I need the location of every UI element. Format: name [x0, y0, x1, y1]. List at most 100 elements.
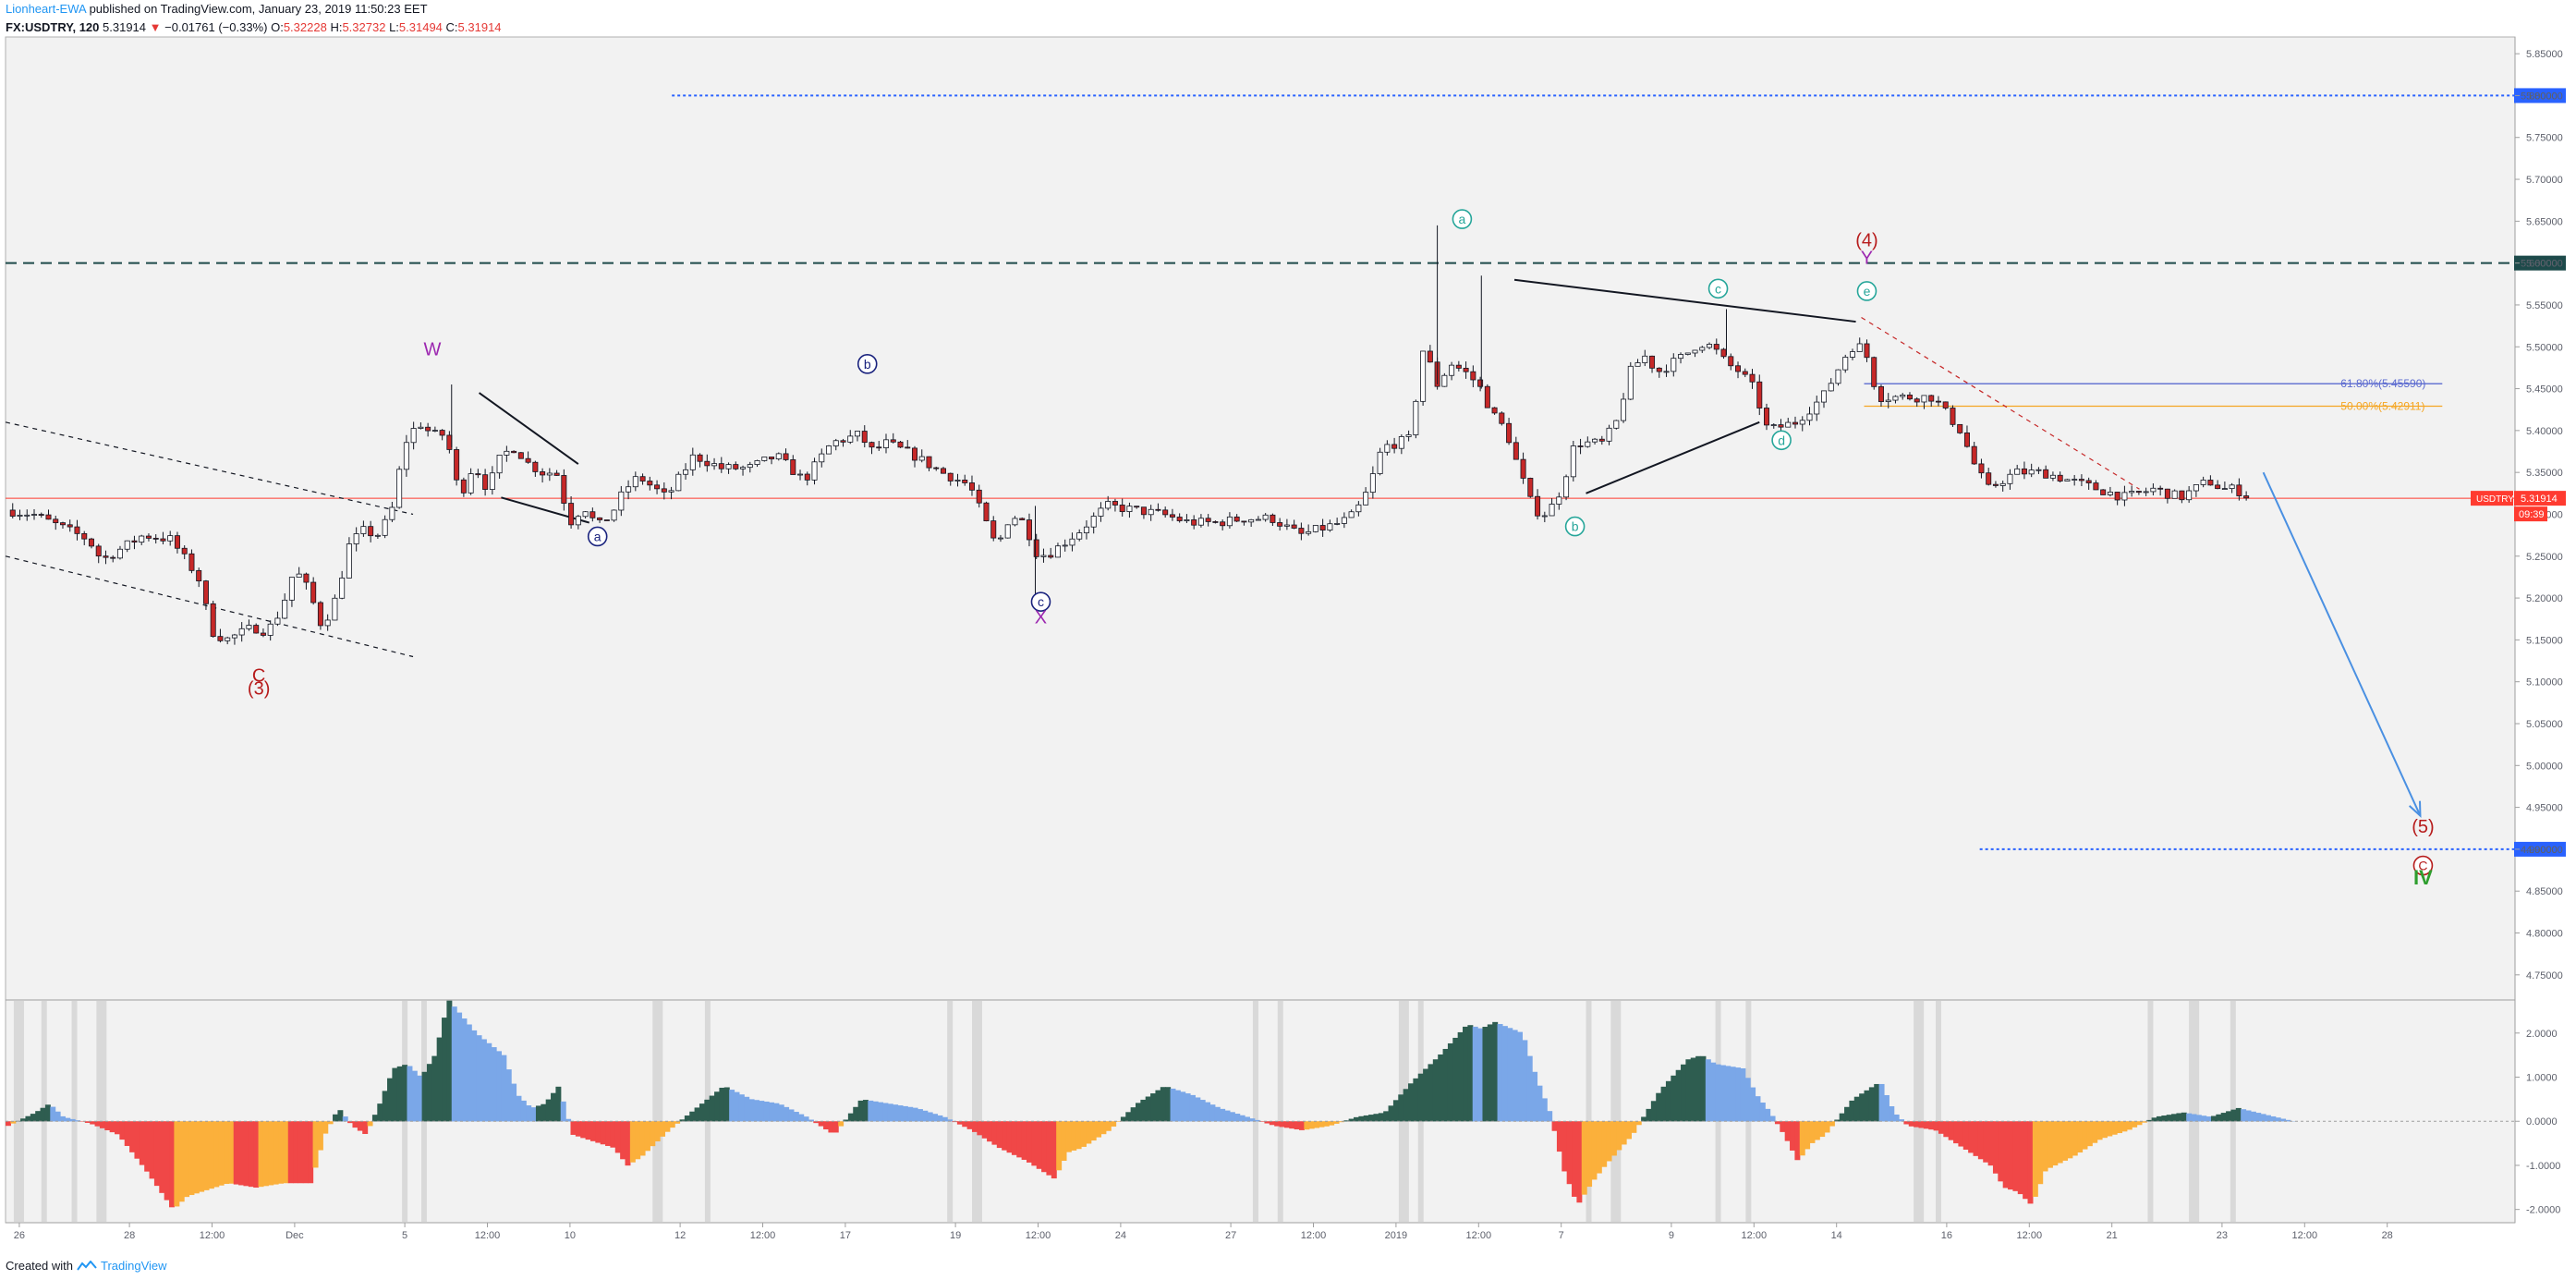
oscillator-bar: [1214, 1106, 1221, 1122]
price-axis-label: 5.05000: [2526, 719, 2563, 730]
oscillator-bar: [1596, 1121, 1602, 1174]
candle-up: [826, 445, 832, 455]
candle-down: [532, 461, 539, 472]
oscillator-bar: [2186, 1113, 2193, 1122]
oscillator-bar: [927, 1112, 933, 1122]
candle-up: [689, 454, 696, 470]
oscillator-bar: [1135, 1103, 1141, 1122]
oscillator-bar: [1338, 1121, 1344, 1123]
candle-up: [1549, 504, 1555, 517]
oscillator-bar: [2136, 1121, 2143, 1126]
trend-line: [478, 392, 579, 465]
oscillator-bar: [1189, 1094, 1196, 1122]
oscillator-bar: [853, 1106, 859, 1122]
oscillator-bar: [417, 1075, 423, 1122]
candle-down: [990, 520, 997, 539]
candle-down: [81, 532, 88, 540]
candle-up: [496, 455, 503, 474]
oscillator-bar: [1591, 1121, 1598, 1180]
oscillator-bar: [1646, 1108, 1652, 1122]
candle-up: [2007, 473, 2013, 484]
oscillator-bar: [769, 1102, 775, 1122]
candle-up: [1004, 524, 1011, 539]
oscillator-bar: [2052, 1121, 2059, 1166]
oscillator-bar: [159, 1121, 165, 1193]
candle-up: [668, 490, 674, 493]
oscillator-bar: [729, 1090, 735, 1122]
oscillator-bar: [2008, 1121, 2014, 1190]
author-link[interactable]: Lionheart-EWA: [6, 2, 86, 16]
price-axis-label: 5.45000: [2526, 384, 2563, 396]
oscillator-bar: [2176, 1113, 2182, 1122]
oscillator-bar: [589, 1121, 596, 1141]
candle-down: [1649, 355, 1656, 369]
candle-up: [1341, 517, 1347, 524]
oscillator-bar: [520, 1100, 527, 1122]
candle-down: [1277, 522, 1283, 527]
oscillator-bar: [778, 1104, 784, 1122]
level-price-tag: [2514, 88, 2566, 104]
oscillator-bar: [456, 1012, 463, 1122]
candle-up: [2193, 484, 2199, 492]
candle-down: [1233, 516, 1240, 522]
oscillator-bar: [1125, 1112, 1132, 1122]
candle-down: [2057, 474, 2063, 482]
oscillator-bar: [228, 1121, 235, 1184]
oscillator-bar: [2017, 1121, 2023, 1195]
candle-up: [1892, 396, 1899, 401]
oscillator-bar: [843, 1119, 849, 1122]
oscillator-bar: [238, 1121, 245, 1186]
symbol-tag-label: USDTRY: [2476, 494, 2514, 505]
oscillator-bar: [486, 1042, 492, 1122]
close-label: C:: [445, 20, 458, 34]
oscillator-bar: [262, 1121, 269, 1187]
candle-down: [1992, 483, 1999, 486]
candle-up: [1062, 544, 1068, 547]
oscillator-bar: [1329, 1121, 1335, 1126]
oscillator-bar: [153, 1121, 160, 1187]
candle-down: [769, 457, 775, 460]
candle-down: [568, 503, 575, 526]
oscillator-bar: [987, 1121, 993, 1142]
candle-down: [2114, 492, 2120, 501]
oscillator-bar: [2181, 1112, 2187, 1122]
oscillator-bar: [1180, 1091, 1186, 1122]
oscillator-bar: [327, 1121, 334, 1125]
time-axis-label: 12:00: [200, 1230, 225, 1241]
candle-down: [1914, 398, 1920, 403]
oscillator-bar: [1987, 1121, 1994, 1166]
oscillator-bar: [421, 1071, 428, 1122]
candle-down: [511, 450, 517, 454]
candle-up: [468, 473, 474, 494]
candle-up: [2121, 492, 2128, 501]
oscillator-bar: [1501, 1026, 1508, 1122]
oscillator-bar: [1026, 1121, 1032, 1163]
oscillator-bar: [1918, 1121, 1925, 1128]
oscillator-bar: [1977, 1121, 1984, 1160]
oscillator-bar: [1224, 1110, 1231, 1122]
oscillator-bar: [2220, 1113, 2227, 1122]
oscillator-bar: [407, 1066, 413, 1122]
session-band: [652, 1001, 663, 1222]
oscillator-bar: [1056, 1121, 1063, 1171]
oscillator-bar: [1363, 1115, 1369, 1122]
oscillator-bar: [1185, 1093, 1191, 1122]
oscillator-bar: [1472, 1026, 1478, 1122]
oscillator-bar: [2235, 1107, 2242, 1122]
candle-down: [1477, 379, 1484, 387]
oscillator-bar: [94, 1121, 101, 1127]
oscillator-bar: [1532, 1071, 1538, 1122]
candle-up: [1563, 476, 1570, 498]
tradingview-link[interactable]: TradingView: [100, 1259, 167, 1273]
candle-down: [1792, 421, 1799, 425]
oscillator-bar: [1071, 1121, 1077, 1151]
oscillator-bar: [878, 1102, 884, 1122]
candle-up: [1806, 413, 1813, 421]
candle-up: [711, 463, 718, 467]
session-band: [1586, 1001, 1592, 1222]
candle-up: [546, 472, 553, 476]
oscillator-bar: [570, 1121, 577, 1135]
candle-up: [1377, 451, 1383, 474]
price-axis-label: 5.00000: [2526, 761, 2563, 772]
